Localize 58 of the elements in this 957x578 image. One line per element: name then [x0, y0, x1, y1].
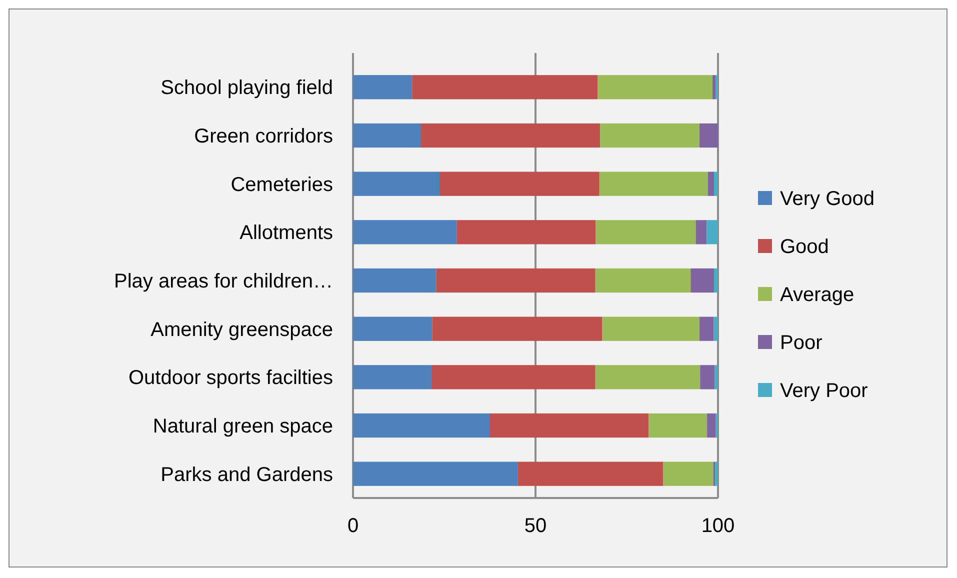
bar	[690, 268, 714, 293]
bar	[714, 268, 718, 293]
y-tick-label: School playing field	[160, 77, 333, 100]
bar	[708, 172, 714, 196]
bar	[436, 268, 596, 293]
bar	[490, 413, 649, 438]
bar	[700, 365, 715, 390]
bar	[602, 316, 700, 341]
bar	[353, 172, 440, 196]
bar	[706, 220, 718, 244]
legend-label: Average	[780, 284, 854, 306]
bar	[714, 316, 718, 341]
bar	[431, 365, 596, 390]
bar	[598, 75, 713, 100]
legend-label: Good	[780, 236, 829, 258]
y-tick-label: Natural green space	[152, 416, 333, 438]
legend-label: Very Good	[780, 188, 875, 210]
bar	[712, 75, 716, 100]
bar	[353, 462, 518, 486]
bar	[595, 268, 691, 293]
bar	[600, 123, 700, 148]
y-tick-label: Green corridors	[194, 126, 333, 148]
bar	[420, 123, 600, 148]
bar	[707, 413, 716, 438]
bar	[432, 316, 602, 341]
bar	[596, 220, 696, 244]
bar	[353, 268, 436, 293]
bar	[715, 462, 718, 486]
bar	[696, 220, 707, 244]
bar	[663, 462, 714, 486]
bar	[353, 365, 432, 390]
x-tick-label: 0	[347, 515, 359, 537]
bar	[648, 413, 708, 438]
bar	[353, 123, 421, 148]
bar	[353, 75, 412, 100]
y-tick-label: Allotments	[240, 222, 333, 244]
legend-label: Very Poor	[780, 380, 868, 402]
bar	[353, 316, 432, 341]
bar	[412, 75, 598, 100]
x-tick-label: 50	[524, 515, 547, 537]
bar	[518, 462, 664, 486]
bar	[595, 365, 700, 390]
bar	[599, 172, 708, 196]
legend-label: Poor	[780, 332, 823, 354]
bar	[456, 220, 596, 244]
y-tick-label: Cemeteries	[230, 174, 333, 196]
x-tick-label: 100	[701, 515, 735, 537]
y-tick-label: Play areas for children…	[114, 270, 333, 292]
y-tick-label: Parks and Gardens	[160, 464, 333, 486]
y-tick-label: Outdoor sports facilties	[128, 367, 333, 390]
y-tick-label: Amenity greenspace	[150, 318, 333, 341]
bar	[714, 365, 718, 390]
bar	[353, 220, 457, 244]
bar	[440, 172, 600, 196]
bar	[714, 172, 718, 196]
bar	[353, 413, 490, 438]
bar	[699, 316, 714, 341]
bar	[699, 123, 718, 148]
